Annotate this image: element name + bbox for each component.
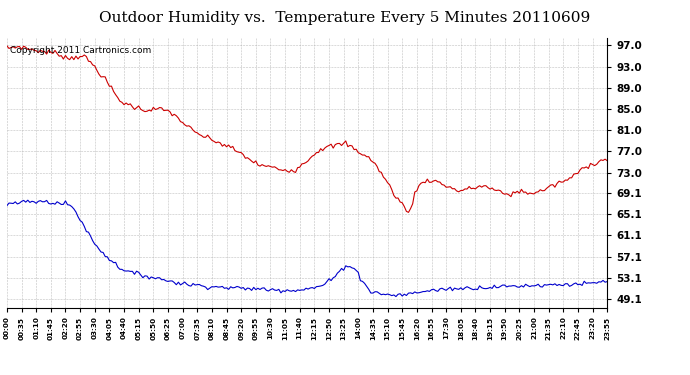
Text: Copyright 2011 Cartronics.com: Copyright 2011 Cartronics.com: [10, 46, 151, 55]
Text: Outdoor Humidity vs.  Temperature Every 5 Minutes 20110609: Outdoor Humidity vs. Temperature Every 5…: [99, 11, 591, 25]
